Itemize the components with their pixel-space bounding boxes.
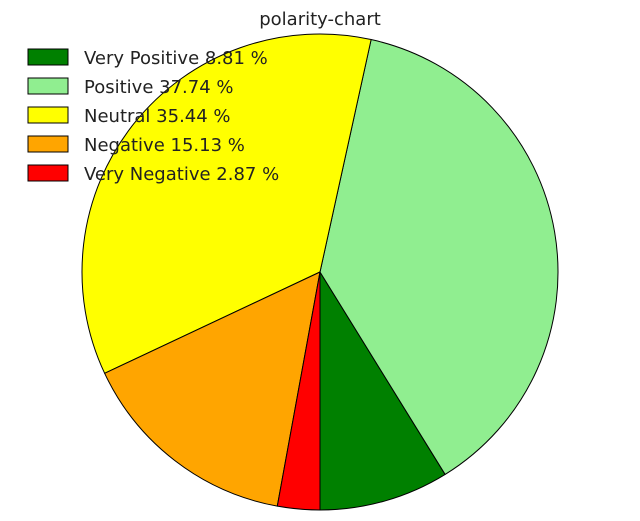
chart-title: polarity-chart [259, 9, 381, 30]
legend-swatch-negative [27, 135, 69, 153]
legend-label-positive: Positive 37.74 % [84, 77, 233, 98]
legend-swatch-positive [27, 77, 69, 95]
legend-label-very-negative: Very Negative 2.87 % [84, 164, 279, 185]
legend: Very Positive 8.81 % Positive 37.74 % Neut… [27, 48, 279, 185]
pie-slice-neutral [81, 33, 372, 374]
pie-slice-positive [319, 39, 559, 475]
pie-slice-very-negative [276, 271, 321, 511]
pie-slices [81, 33, 559, 511]
legend-label-neutral: Neutral 35.44 % [84, 106, 231, 127]
pie-slice-very-positive [319, 271, 446, 511]
legend-label-very-positive: Very Positive 8.81 % [84, 48, 268, 69]
legend-label-negative: Negative 15.13 % [84, 135, 245, 156]
legend-swatch-very-negative [27, 164, 69, 182]
legend-swatch-neutral [27, 106, 69, 124]
pie-slice-negative [104, 271, 321, 507]
legend-swatch-very-positive [27, 48, 69, 66]
